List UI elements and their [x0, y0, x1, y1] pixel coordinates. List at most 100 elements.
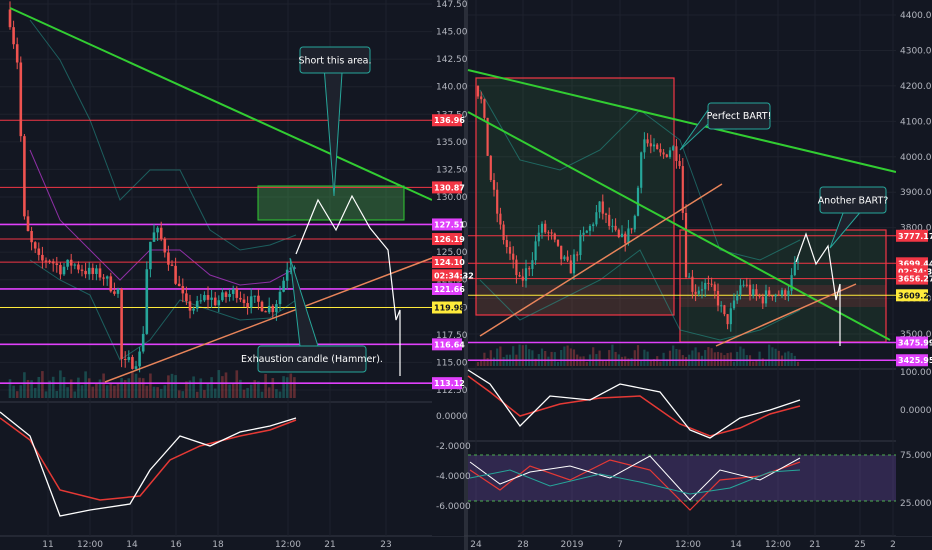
volume-bar [656, 356, 659, 366]
y-tick-label: -4.0000 [436, 472, 471, 482]
price-label: 113.12 [434, 379, 465, 388]
y-tick-label: 115.00 [436, 358, 468, 368]
candle [713, 284, 716, 291]
x-tick-label: 11 [42, 540, 53, 550]
candle [787, 290, 790, 297]
volume-bar [66, 387, 69, 398]
candle [524, 268, 528, 281]
price-label: 119.98 [434, 304, 465, 313]
x-tick-label: 12:00 [77, 540, 103, 550]
volume-bar [499, 346, 502, 366]
candle [617, 229, 620, 238]
callout-text: Short this area. [298, 56, 371, 67]
volume-bar [544, 350, 547, 366]
volume-bar [77, 377, 80, 398]
y-tick-label: 4300.00 [900, 46, 932, 56]
candle [69, 259, 73, 266]
volume-bar [784, 352, 787, 366]
x-tick-label: 12:00 [275, 540, 301, 550]
volume-bar [659, 361, 662, 366]
price-label: 121.66 [434, 285, 465, 294]
volume-bar [145, 385, 149, 398]
volume-bar [550, 351, 553, 366]
volume-bar [720, 352, 723, 366]
candle [691, 276, 694, 292]
volume-bar [668, 350, 672, 366]
candle [141, 333, 145, 352]
volume-bar [48, 380, 51, 398]
candle [206, 295, 210, 300]
volume-bar [37, 376, 41, 398]
price-label: 3475.99 [898, 339, 932, 348]
y-tick-label: 3500.00 [900, 330, 932, 340]
volume-bar [540, 348, 544, 366]
candle [720, 305, 723, 307]
candle [152, 232, 156, 242]
candle [620, 233, 624, 238]
price-label-box [432, 218, 462, 231]
price-label: 136.96 [434, 116, 465, 125]
candle [636, 187, 640, 216]
volume-bar [199, 378, 203, 398]
candle [264, 311, 267, 313]
candle [742, 284, 745, 286]
candle [566, 256, 569, 261]
volume-bar [95, 382, 98, 398]
candle [271, 305, 275, 313]
candle [102, 277, 105, 279]
volume-bar [188, 380, 192, 398]
volume-bar [203, 390, 206, 398]
candle [131, 357, 134, 369]
candle [582, 232, 585, 235]
candle [480, 96, 483, 100]
volume-bar [665, 359, 668, 366]
price-label: 3609.21 [898, 291, 932, 300]
callout-pointer [289, 257, 319, 347]
candle [739, 285, 742, 295]
callout-text: Exhaustion candle (Hammer). [241, 354, 383, 365]
candle [780, 290, 784, 296]
volume-bar [260, 391, 264, 398]
candle [188, 301, 192, 311]
volume-bar [627, 358, 630, 366]
candle [518, 275, 521, 277]
candle [113, 291, 116, 294]
volume-bar [120, 378, 123, 398]
candle [105, 276, 109, 279]
volume-bar [556, 361, 560, 366]
candle [80, 269, 84, 271]
candle [556, 239, 560, 246]
candle [217, 300, 221, 306]
price-levels [0, 119, 896, 384]
volume-bar [98, 379, 102, 398]
x-tick-label: 12:00 [765, 540, 791, 550]
volume-bar [62, 377, 66, 398]
volume-bar [235, 370, 239, 398]
volume-bar [26, 379, 30, 398]
y-tick-label: 130.00 [436, 193, 468, 203]
y-tick-label: 4400.00 [900, 11, 932, 21]
y-tick-label: 4200.00 [900, 82, 932, 92]
volume-bar [691, 350, 694, 366]
candle [668, 150, 672, 158]
candle [560, 245, 563, 260]
candle [752, 289, 755, 296]
candle [716, 290, 720, 306]
candle [496, 189, 499, 214]
y-tick-label: 0.0000 [900, 406, 932, 416]
volume-bar [729, 352, 732, 366]
y-tick-label: 4000.00 [900, 153, 932, 163]
candle [723, 305, 726, 315]
volume-bar [572, 349, 576, 366]
support-line [104, 257, 433, 383]
volume-bar [264, 373, 267, 398]
volume-bar [601, 359, 604, 366]
volume-bar [489, 350, 492, 366]
downtrend-line [467, 69, 897, 173]
candle [30, 231, 33, 243]
candle [51, 261, 55, 264]
volume-bar [553, 352, 556, 366]
volume-bar [566, 345, 569, 366]
volume-bar [102, 373, 105, 398]
candle [678, 161, 681, 167]
